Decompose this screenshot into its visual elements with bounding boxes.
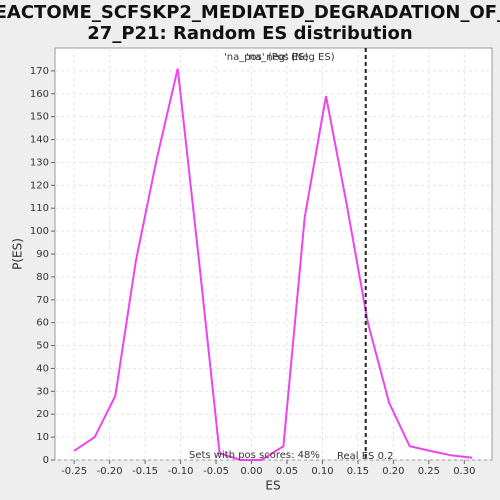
y-tick-label: 140	[30, 135, 49, 146]
x-tick-label: 0.10	[311, 466, 333, 477]
x-tick-label: -0.10	[168, 466, 194, 477]
x-tick-label: 0.20	[382, 466, 404, 477]
y-tick-label: 170	[30, 66, 49, 77]
y-axis-label: P(ES)	[11, 238, 25, 270]
x-tick-label: 0.25	[418, 466, 440, 477]
x-axis-label: ES	[265, 479, 280, 493]
annotation: Sets with pos scores: 48%	[189, 450, 320, 461]
x-tick-label: 0.00	[240, 466, 262, 477]
y-tick-label: 100	[30, 226, 49, 237]
real-es-label: Real ES 0.2	[337, 451, 393, 462]
y-tick-label: 80	[36, 272, 49, 283]
legend-entry: 'na_pos' (Pos ES)	[224, 52, 309, 63]
x-tick-label: -0.15	[132, 466, 158, 477]
legend-entry: 'na_neg' (Neg ES)	[246, 52, 335, 63]
y-tick-label: 110	[30, 203, 49, 214]
y-tick-label: 20	[36, 409, 49, 420]
y-tick-label: 150	[30, 112, 49, 123]
x-tick-label: 0.15	[347, 466, 369, 477]
y-tick-label: 90	[36, 249, 49, 260]
y-tick-label: 30	[36, 386, 49, 397]
x-tick-label: 0.30	[453, 466, 475, 477]
x-tick-label: -0.20	[97, 466, 123, 477]
chart-title: 27_P21: Random ES distribution	[87, 23, 412, 44]
y-tick-label: 160	[30, 89, 49, 100]
es-line	[73, 68, 473, 461]
y-tick-label: 120	[30, 180, 49, 191]
x-tick-label: -0.05	[203, 466, 229, 477]
y-tick-label: 0	[43, 455, 49, 466]
y-tick-label: 130	[30, 157, 49, 168]
x-tick-label: -0.25	[61, 466, 87, 477]
chart-title: REACTOME_SCFSKP2_MEDIATED_DEGRADATION_OF…	[0, 2, 500, 23]
y-tick-label: 50	[36, 341, 49, 352]
y-tick-label: 10	[36, 432, 49, 443]
x-tick-label: 0.05	[276, 466, 298, 477]
y-tick-label: 70	[36, 295, 49, 306]
y-tick-label: 40	[36, 363, 49, 374]
y-tick-label: 60	[36, 318, 49, 329]
